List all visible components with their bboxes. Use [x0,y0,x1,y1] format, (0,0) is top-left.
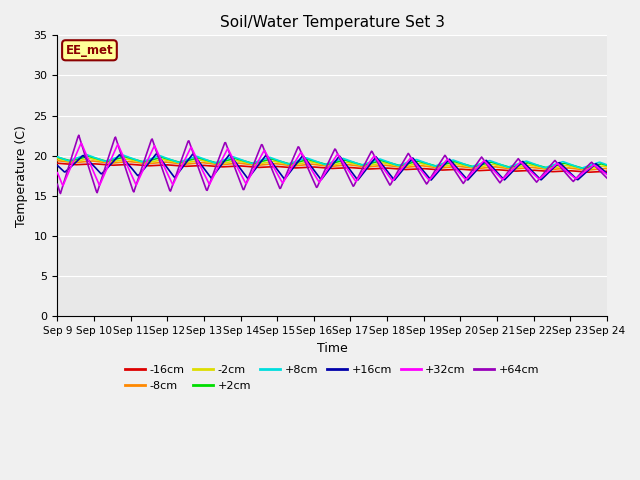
X-axis label: Time: Time [317,342,348,355]
Y-axis label: Temperature (C): Temperature (C) [15,125,28,227]
Title: Soil/Water Temperature Set 3: Soil/Water Temperature Set 3 [220,15,445,30]
Text: EE_met: EE_met [66,44,113,57]
Legend: -16cm, -8cm, -2cm, +2cm, +8cm, +16cm, +32cm, +64cm: -16cm, -8cm, -2cm, +2cm, +8cm, +16cm, +3… [120,361,544,395]
